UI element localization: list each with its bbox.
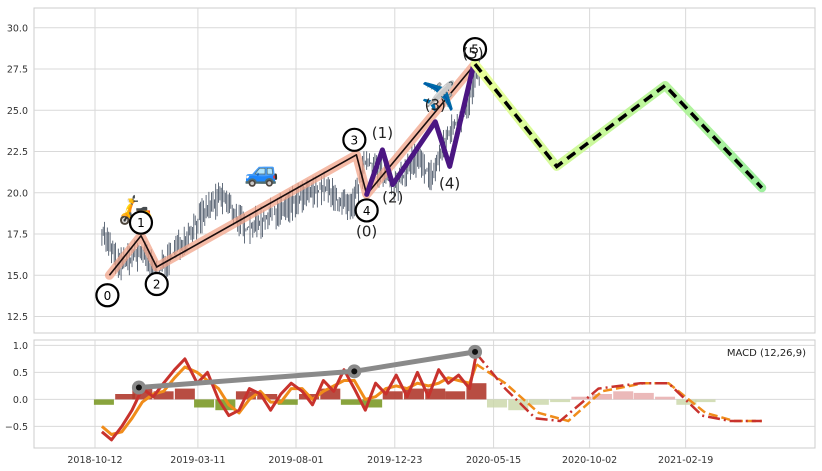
histogram-bar	[194, 399, 215, 408]
subwave-label: (1)	[372, 124, 393, 142]
histogram-bar	[466, 383, 487, 400]
wave-lines	[104, 59, 480, 280]
price-y-tick-labels: 12.5 15.0 17.5 20.0 22.5 25.0 27.5 30.0	[7, 23, 28, 323]
wave-label: 1	[137, 216, 145, 230]
histogram-bar	[508, 399, 529, 411]
x-tick-label: 2018-10-12	[67, 455, 122, 466]
x-tick-label: 2019-12-23	[367, 455, 422, 466]
histogram-bar	[382, 391, 403, 400]
wave-label: 5	[471, 43, 479, 57]
macd-trend-point-center	[351, 368, 358, 375]
histogram-bar	[174, 388, 195, 400]
macd-panel: −0.5 0.0 0.5 1.0 MACD (12,26,9)	[5, 339, 816, 449]
macd-signal-line	[100, 363, 478, 436]
macd-y-tick-label: 0.0	[13, 395, 28, 406]
price-y-tick-label: 22.5	[7, 147, 28, 158]
histogram-bar	[550, 399, 571, 403]
macd-trend	[131, 344, 483, 395]
histogram-bar	[362, 399, 383, 408]
histogram-bar	[633, 392, 654, 400]
histogram-bar	[153, 391, 174, 400]
airplane-icon: ✈️	[421, 78, 456, 112]
wave-label-circle	[128, 210, 154, 235]
macd-trend-point-center	[472, 348, 479, 355]
wave-label-circle	[354, 198, 379, 223]
x-tick-label: 2020-05-15	[466, 455, 521, 466]
macd-y-tick-label: 0.5	[13, 368, 28, 379]
x-tick-label: 2021-02-19	[658, 455, 713, 466]
wave-label: 0	[104, 289, 112, 303]
macd-legend: MACD (12,26,9)	[727, 348, 806, 359]
subwave-label: (0)	[356, 222, 377, 240]
macd-y-tick-label: 1.0	[13, 341, 28, 352]
wave-label-circle	[342, 127, 367, 152]
x-tick-label: 2019-08-01	[268, 455, 323, 466]
wave-label-circle	[95, 283, 120, 308]
histogram-bar	[132, 388, 153, 400]
histogram-bar	[277, 399, 298, 405]
car-icon: 🚙	[244, 155, 279, 188]
x-tick-label: 2019-03-11	[170, 455, 225, 466]
subwave-label: (4)	[439, 174, 460, 192]
projection-lines	[470, 59, 767, 193]
price-y-tick-label: 30.0	[7, 23, 28, 34]
histogram-bar	[695, 399, 716, 403]
wave-line	[108, 63, 476, 276]
wave-label-circle	[462, 36, 488, 62]
macd-trend-point-center	[135, 384, 142, 391]
price-panel: 12.515.017.520.022.525.027.530.0 🛵🚙✈️ 01…	[7, 7, 816, 334]
histogram-bar	[591, 394, 612, 400]
histogram-bar	[215, 399, 236, 411]
x-tick-labels: 2018-10-12 2019-03-11 2019-08-01 2019-12-23…	[67, 455, 713, 466]
macd-projection-signal-line	[475, 363, 762, 423]
histogram-bar	[528, 399, 549, 405]
histogram-bar	[403, 388, 424, 400]
wave-label: 4	[363, 204, 371, 218]
price-y-tick-label: 27.5	[7, 65, 28, 76]
price-y-tick-label: 25.0	[7, 106, 28, 117]
wave-label: 3	[351, 133, 359, 147]
x-tick-label: 2020-10-02	[562, 455, 617, 466]
wave-label: 2	[153, 278, 161, 292]
subwave-line	[364, 64, 476, 197]
subwave-lines	[364, 64, 476, 197]
histogram-bar	[115, 394, 136, 400]
histogram-bar	[655, 396, 676, 400]
price-y-tick-label: 12.5	[7, 312, 28, 323]
histogram-bar	[320, 388, 341, 400]
wave-labels: 0 1 2 3 4 5 (0) (1) (2) (3) (4) (5)	[95, 36, 488, 308]
price-y-tick-label: 20.0	[7, 188, 28, 199]
histogram-bar	[93, 399, 114, 405]
wave-label-circle	[144, 271, 169, 297]
histogram-bar	[613, 391, 634, 400]
macd-projection-line	[475, 352, 762, 423]
histogram-bar	[486, 399, 507, 408]
histogram-bar	[425, 388, 446, 400]
subwave-label: (2)	[382, 189, 403, 207]
histogram-bar	[445, 391, 466, 400]
subwave-label: (3)	[425, 96, 446, 114]
macd-y-tick-labels: −0.5 0.0 0.5 1.0	[5, 341, 28, 433]
price-y-tick-label: 17.5	[7, 230, 28, 241]
macd-y-tick-label: −0.5	[5, 422, 28, 433]
subwave-label: (5)	[462, 44, 483, 62]
histogram-bar	[340, 399, 361, 405]
projection-dashed-line	[473, 63, 764, 190]
price-y-tick-label: 15.0	[7, 271, 28, 282]
histogram-bar	[571, 396, 592, 400]
